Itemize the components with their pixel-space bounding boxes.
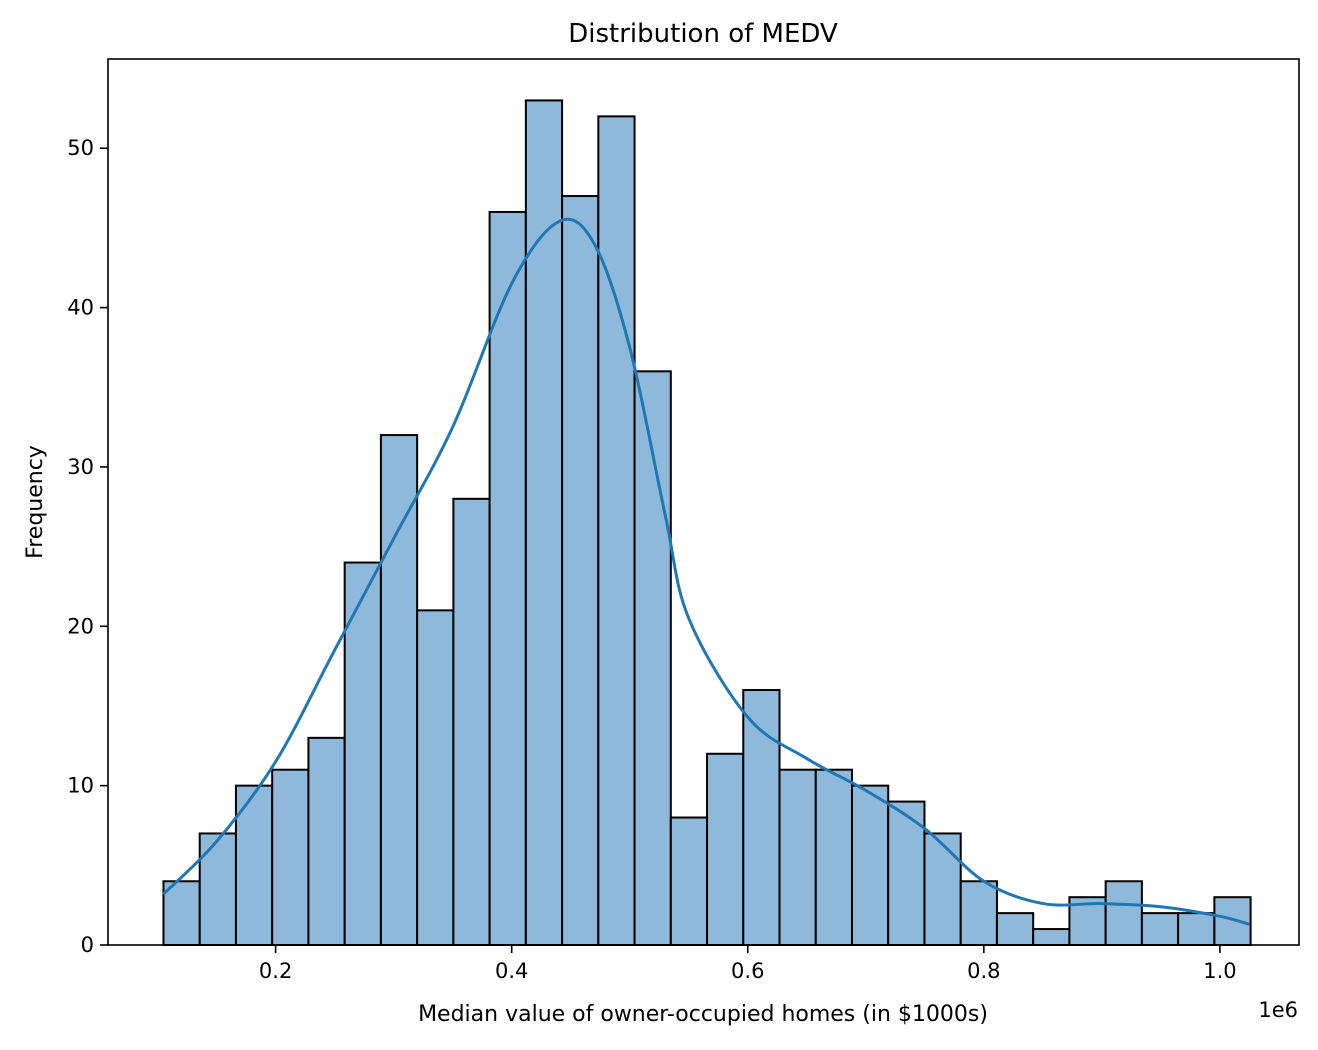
- histogram-bar: [416, 609, 455, 947]
- histogram-bar: [959, 880, 998, 946]
- histogram-bar: [452, 497, 491, 946]
- x-tick-label: 0.6: [731, 959, 764, 983]
- y-tick-label: 0: [81, 933, 94, 957]
- x-axis-ticks: 0.2 0.4 0.6 0.8 1.0: [259, 945, 1237, 983]
- x-tick-label: 0.4: [495, 959, 528, 983]
- x-tick-label: 1.0: [1203, 959, 1236, 983]
- histogram-bar: [1213, 896, 1252, 947]
- y-tick-label: 20: [67, 614, 94, 638]
- histogram-bar: [1177, 912, 1216, 947]
- histogram-bar: [597, 115, 636, 947]
- y-tick-label: 40: [67, 296, 94, 320]
- histogram-bar: [271, 768, 310, 946]
- histogram-bar: [778, 768, 817, 946]
- histogram-bar: [524, 99, 564, 947]
- histogram-bar: [1140, 912, 1180, 947]
- histogram-bar: [307, 736, 346, 947]
- plot-frame: [107, 58, 1300, 946]
- y-tick-label: 10: [67, 774, 94, 798]
- histogram-bar: [198, 832, 237, 947]
- y-tick-label: 50: [67, 136, 94, 160]
- y-axis-label: Frequency: [23, 445, 48, 559]
- histogram-bar: [923, 832, 962, 947]
- histogram-bars: [162, 99, 1252, 947]
- x-tick-label: 0.8: [967, 959, 1000, 983]
- histogram-bar: [1104, 880, 1143, 946]
- histogram-bar: [379, 434, 419, 946]
- histogram-bar: [669, 816, 709, 947]
- x-tick-label: 0.2: [259, 959, 292, 983]
- kde-line: [162, 217, 1250, 926]
- histogram-bar: [561, 195, 600, 947]
- chart-title: Distribution of MEDV: [568, 19, 838, 49]
- histogram-bar: [1032, 928, 1071, 947]
- x-axis-label: Median value of owner-occupied homes (in…: [418, 1002, 988, 1027]
- histogram-bar: [995, 912, 1035, 947]
- histogram-bar: [814, 768, 853, 946]
- histogram-bar: [706, 752, 745, 946]
- y-tick-label: 30: [67, 455, 94, 479]
- y-axis-ticks: 0 10 20 30 40 50: [67, 136, 108, 957]
- histogram-bar: [742, 689, 781, 946]
- x-axis-offset-label: 1e6: [1258, 998, 1298, 1022]
- kde-curve-layer: [162, 217, 1250, 926]
- histogram-bar: [850, 784, 890, 946]
